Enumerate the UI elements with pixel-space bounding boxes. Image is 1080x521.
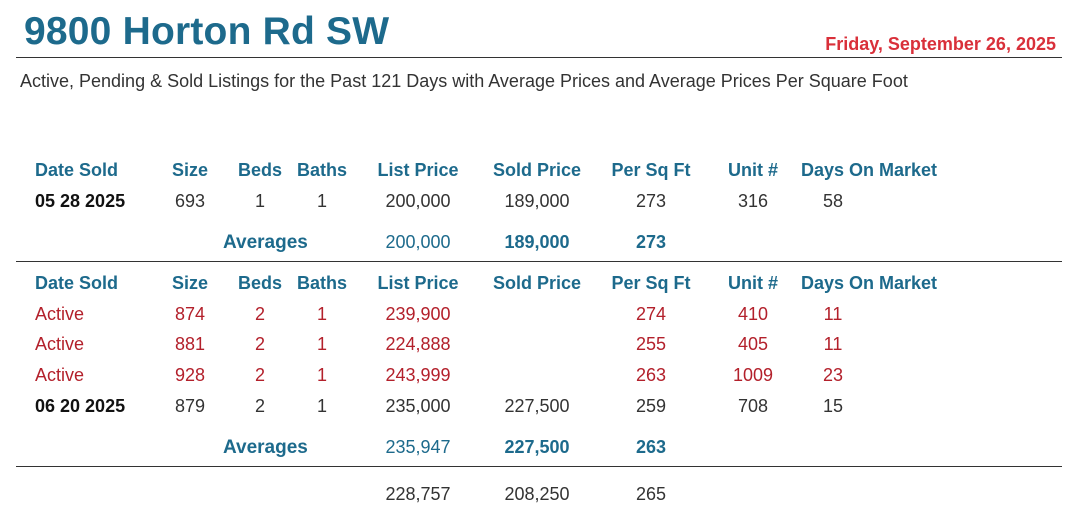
table-row: Active 881 2 1 224,888 255 405 11 bbox=[0, 334, 1080, 360]
avg-per-sq-ft: 273 bbox=[635, 232, 667, 252]
averages-row: Averages 200,000 189,000 273 bbox=[0, 232, 1080, 258]
col-baths: Baths bbox=[297, 273, 348, 293]
col-size: Size bbox=[171, 160, 209, 180]
table-row: Active 874 2 1 239,900 274 410 11 bbox=[0, 304, 1080, 330]
report-date: Friday, September 26, 2025 bbox=[825, 34, 1056, 54]
row-list-price: 239,900 bbox=[385, 304, 451, 324]
col-days-on-market: Days On Market bbox=[801, 160, 938, 180]
row-sold-price: 227,500 bbox=[504, 396, 570, 416]
row-unit: 405 bbox=[737, 334, 769, 354]
total-sold-price: 208,250 bbox=[504, 484, 570, 504]
page-title: 9800 Horton Rd SW bbox=[24, 10, 390, 53]
totals-row: 228,757 208,250 265 bbox=[0, 484, 1080, 510]
row-status: Active bbox=[35, 365, 85, 385]
table-row: Active 928 2 1 243,999 263 1009 23 bbox=[0, 365, 1080, 391]
row-size: 881 bbox=[174, 334, 206, 354]
row-per-sq-ft: 263 bbox=[635, 365, 667, 385]
col-per-sq-ft: Per Sq Ft bbox=[611, 273, 691, 293]
table-row: 05 28 2025 693 1 1 200,000 189,000 273 3… bbox=[0, 191, 1080, 217]
row-days-on-market: 11 bbox=[823, 304, 843, 324]
table-header: Date Sold Size Beds Baths List Price Sol… bbox=[0, 273, 1080, 299]
row-baths: 1 bbox=[316, 365, 327, 385]
row-list-price: 200,000 bbox=[385, 191, 451, 211]
row-list-price: 235,000 bbox=[385, 396, 451, 416]
col-days-on-market: Days On Market bbox=[801, 273, 938, 293]
row-unit: 410 bbox=[737, 304, 769, 324]
averages-row: Averages 235,947 227,500 263 bbox=[0, 437, 1080, 463]
row-baths: 1 bbox=[316, 191, 327, 211]
row-list-price: 243,999 bbox=[385, 365, 451, 385]
total-list-price: 228,757 bbox=[385, 484, 451, 504]
row-status: Active bbox=[35, 334, 85, 354]
col-sold-price: Sold Price bbox=[492, 160, 582, 180]
row-size: 693 bbox=[174, 191, 206, 211]
table-header: Date Sold Size Beds Baths List Price Sol… bbox=[0, 160, 1080, 186]
section-divider bbox=[16, 261, 1062, 262]
row-unit: 316 bbox=[737, 191, 769, 211]
col-size: Size bbox=[171, 273, 209, 293]
col-unit: Unit # bbox=[727, 160, 778, 180]
col-sold-price: Sold Price bbox=[492, 273, 582, 293]
row-baths: 1 bbox=[316, 304, 327, 324]
page-subtitle: Active, Pending & Sold Listings for the … bbox=[20, 71, 908, 91]
row-days-on-market: 15 bbox=[822, 396, 844, 416]
col-per-sq-ft: Per Sq Ft bbox=[611, 160, 691, 180]
averages-label: Averages bbox=[223, 437, 308, 458]
row-beds: 2 bbox=[254, 365, 265, 385]
row-baths: 1 bbox=[316, 334, 327, 354]
row-per-sq-ft: 255 bbox=[635, 334, 667, 354]
title-divider bbox=[16, 57, 1062, 58]
avg-list-price: 200,000 bbox=[385, 232, 451, 252]
avg-list-price: 235,947 bbox=[385, 437, 451, 457]
row-status: 05 28 2025 bbox=[35, 191, 126, 211]
avg-sold-price: 227,500 bbox=[504, 437, 570, 457]
table-row: 06 20 2025 879 2 1 235,000 227,500 259 7… bbox=[0, 396, 1080, 422]
col-baths: Baths bbox=[297, 160, 348, 180]
avg-per-sq-ft: 263 bbox=[635, 437, 667, 457]
col-date-sold: Date Sold bbox=[35, 160, 119, 180]
row-status: 06 20 2025 bbox=[35, 396, 126, 416]
row-size: 874 bbox=[174, 304, 206, 324]
row-size: 928 bbox=[174, 365, 206, 385]
total-per-sq-ft: 265 bbox=[635, 484, 667, 504]
row-list-price: 224,888 bbox=[385, 334, 451, 354]
section-divider bbox=[16, 466, 1062, 467]
col-list-price: List Price bbox=[377, 273, 459, 293]
col-beds: Beds bbox=[238, 273, 283, 293]
row-days-on-market: 23 bbox=[822, 365, 844, 385]
row-per-sq-ft: 259 bbox=[635, 396, 667, 416]
row-beds: 2 bbox=[254, 396, 265, 416]
row-per-sq-ft: 273 bbox=[635, 191, 667, 211]
row-unit: 1009 bbox=[732, 365, 774, 385]
row-beds: 2 bbox=[254, 334, 265, 354]
row-size: 879 bbox=[174, 396, 206, 416]
row-status: Active bbox=[35, 304, 85, 324]
col-date-sold: Date Sold bbox=[35, 273, 119, 293]
row-beds: 1 bbox=[254, 191, 265, 211]
row-days-on-market: 58 bbox=[822, 191, 844, 211]
col-unit: Unit # bbox=[727, 273, 778, 293]
row-beds: 2 bbox=[254, 304, 265, 324]
row-per-sq-ft: 274 bbox=[635, 304, 667, 324]
col-list-price: List Price bbox=[377, 160, 459, 180]
row-baths: 1 bbox=[316, 396, 327, 416]
averages-label: Averages bbox=[223, 232, 308, 253]
row-sold-price: 189,000 bbox=[504, 191, 570, 211]
row-days-on-market: 11 bbox=[823, 334, 843, 354]
col-beds: Beds bbox=[238, 160, 283, 180]
avg-sold-price: 189,000 bbox=[504, 232, 570, 252]
row-unit: 708 bbox=[737, 396, 769, 416]
